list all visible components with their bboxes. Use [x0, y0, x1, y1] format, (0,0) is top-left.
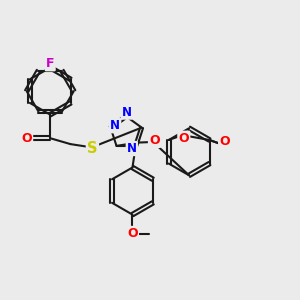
Text: N: N [122, 106, 132, 118]
Text: N: N [110, 119, 120, 132]
Text: O: O [149, 134, 160, 147]
Text: O: O [219, 135, 230, 148]
Text: S: S [87, 141, 98, 156]
Text: O: O [127, 227, 138, 240]
Text: F: F [46, 57, 55, 70]
Text: N: N [127, 142, 137, 155]
Text: O: O [178, 132, 189, 145]
Text: O: O [21, 132, 32, 145]
